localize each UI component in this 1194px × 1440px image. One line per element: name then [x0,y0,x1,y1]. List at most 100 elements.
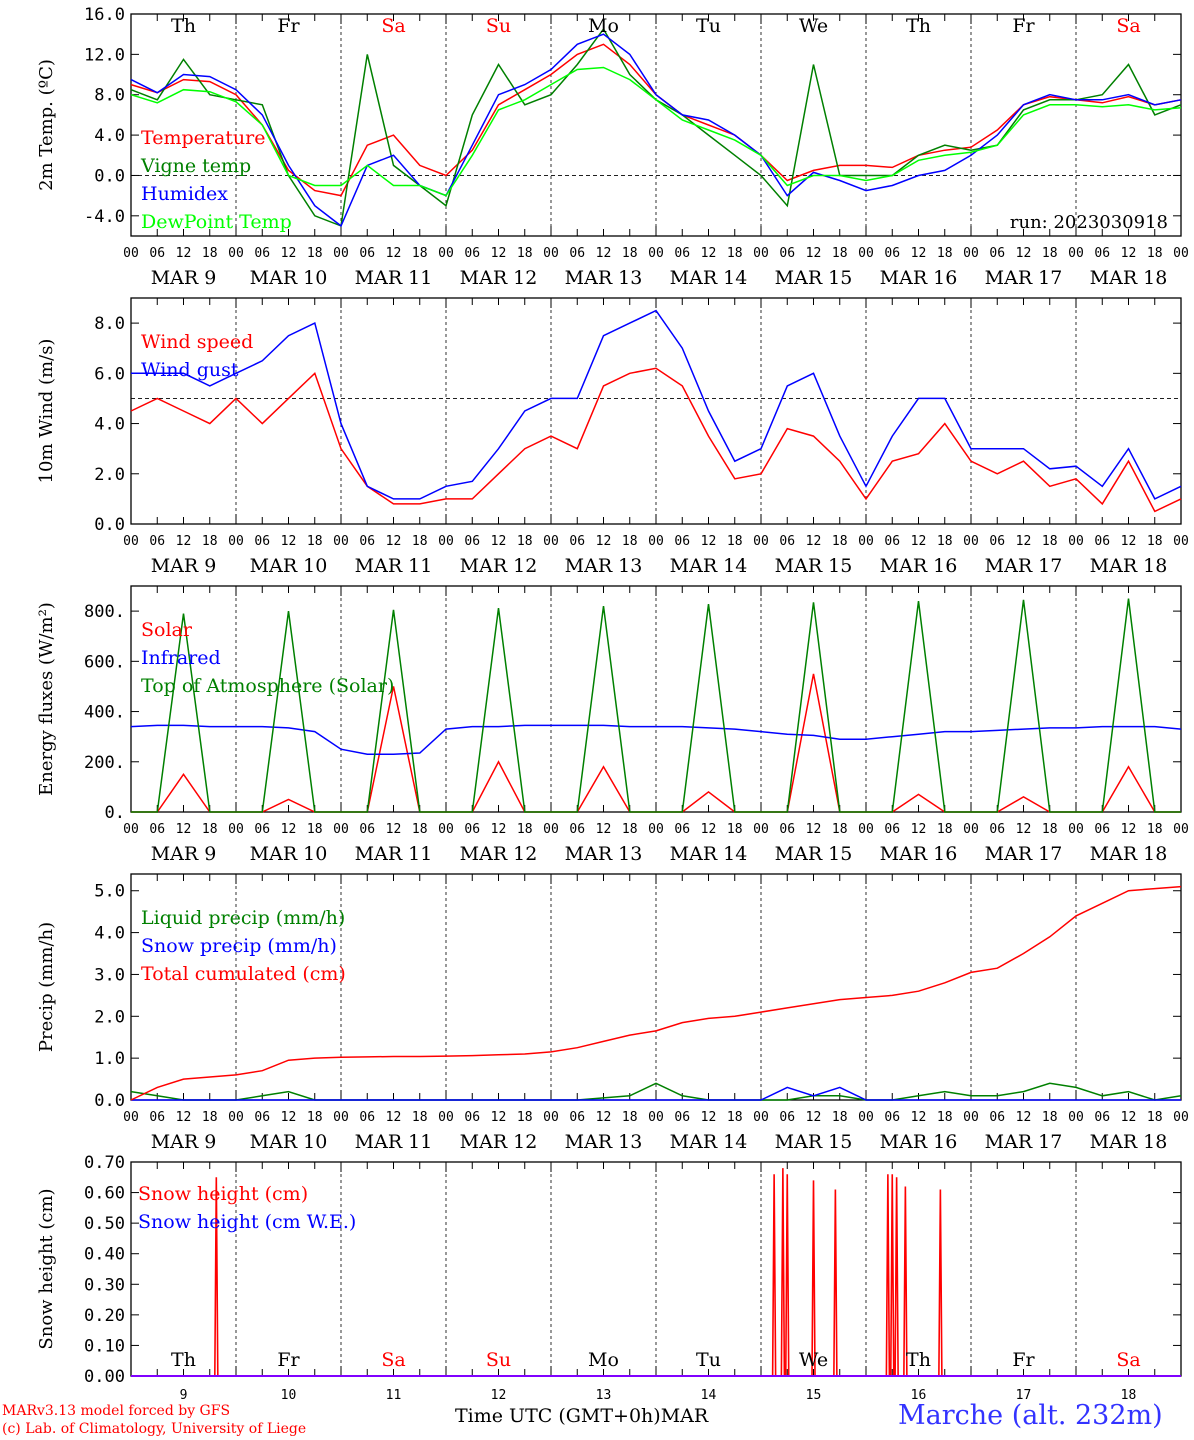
y-tick-label: 0. [105,803,125,823]
legend-1: Temperature [141,127,265,149]
y-tick-label: 0.70 [84,1153,125,1173]
hour-label: 06 [359,534,375,549]
y-tick-label: 600. [84,652,125,672]
panel-4: 5.0 4.0 3.0 2.0 1.0 0.0 Precip (mm/h) Liquid pr… [36,873,1189,1153]
hour-label: 00 [438,822,454,837]
hour-label: 00 [648,246,664,261]
weekday-label: Mo [588,15,619,37]
hour-label: 00 [333,246,349,261]
hour-label: 12 [386,1110,402,1125]
hour-label: 12 [701,534,717,549]
hour-label: 12 [1121,1110,1137,1125]
hour-label: 18 [832,1110,848,1125]
hour-label: 18 [202,822,218,837]
y-tick-label: 0.10 [84,1336,125,1356]
hour-label: 00 [648,534,664,549]
panel-3: 800. 600. 400. 200. 0. Energy fluxes (W/m²) So… [36,585,1189,865]
hour-label: 06 [884,534,900,549]
hour-label: 00 [1068,822,1084,837]
date-label: MAR 18 [1090,555,1168,577]
hour-label: 18 [412,246,428,261]
day-number: 13 [596,1388,612,1403]
date-label: MAR 10 [250,267,328,289]
hour-label: 18 [832,534,848,549]
y-tick-label: 400. [84,703,125,723]
hour-label: 12 [1016,822,1032,837]
hour-label: 12 [1016,1110,1032,1125]
y-axis-label: 10m Wind (m/s) [36,339,57,484]
hour-label: 06 [464,1110,480,1125]
legend-1: Liquid precip (mm/h) [141,907,345,929]
series-line-1 [130,367,1182,513]
hour-label: 00 [1173,534,1189,549]
snow-spike [885,1174,891,1377]
legend-4: DewPoint Temp [141,211,292,233]
date-label: MAR 11 [355,555,433,577]
hour-label: 06 [464,534,480,549]
date-label: MAR 10 [250,555,328,577]
hour-label: 18 [937,246,953,261]
hour-label: 12 [596,534,612,549]
hour-label: 18 [307,534,323,549]
hour-label: 12 [911,534,927,549]
date-label: MAR 9 [151,267,217,289]
date-label: MAR 16 [880,555,958,577]
day-number: 11 [386,1388,402,1403]
y-tick-label: 0.00 [84,1367,125,1387]
hour-label: 00 [858,246,874,261]
y-tick-label: 2.0 [94,1007,125,1027]
model-credit: MARv3.13 model forced by GFS (c) Lab. of… [2,1402,306,1438]
hour-label: 00 [438,1110,454,1125]
hour-label: 12 [281,534,297,549]
hour-label: 00 [123,822,139,837]
hour-label: 00 [963,246,979,261]
hour-label: 12 [911,246,927,261]
hour-label: 06 [254,534,270,549]
series-line-1 [130,1082,1182,1101]
y-tick-label: 16.0 [84,5,125,25]
date-label: MAR 12 [460,1131,538,1153]
date-label: MAR 10 [250,1131,328,1153]
hour-label: 18 [517,246,533,261]
panel-5: 0.70 0.60 0.50 0.40 0.30 0.20 0.10 0.00 Snow hei… [36,1153,1182,1403]
lab-line: (c) Lab. of Climatology, University of L… [2,1421,307,1437]
hour-label: 06 [1094,534,1110,549]
date-label: MAR 9 [151,1131,217,1153]
series-line-2 [130,724,1182,755]
date-label: MAR 11 [355,843,433,865]
hour-label: 06 [254,246,270,261]
date-label: MAR 11 [355,1131,433,1153]
y-tick-label: 0.0 [94,1091,125,1111]
hour-label: 06 [989,534,1005,549]
hour-label: 18 [307,246,323,261]
hour-label: 12 [176,1110,192,1125]
snow-spike [811,1180,816,1377]
weekday-label: Su [486,1349,511,1371]
weekday-label: Fr [277,1349,300,1371]
day-number: 10 [281,1388,297,1403]
series-line-2 [131,309,1182,500]
hour-label: 18 [727,246,743,261]
hour-label: 18 [622,246,638,261]
hour-label: 18 [832,822,848,837]
date-label: MAR 10 [250,843,328,865]
hour-label: 18 [1042,1110,1058,1125]
hour-label: 18 [1147,822,1163,837]
hour-label: 12 [911,1110,927,1125]
y-tick-label: 0.50 [84,1214,125,1234]
y-tick-label: 1.0 [94,1049,125,1069]
hour-label: 06 [149,534,165,549]
hour-label: 06 [359,1110,375,1125]
hour-label: 12 [386,534,402,549]
series-line-3 [130,33,1182,228]
weekday-label: Th [906,15,931,37]
hour-label: 00 [858,1110,874,1125]
legend-2: Snow height (cm W.E.) [138,1211,356,1233]
snow-spike [833,1189,838,1377]
date-label: MAR 13 [565,267,643,289]
hour-label: 18 [622,1110,638,1125]
hour-label: 12 [806,822,822,837]
weekday-label: We [799,1349,828,1371]
hour-label: 06 [1094,1110,1110,1125]
